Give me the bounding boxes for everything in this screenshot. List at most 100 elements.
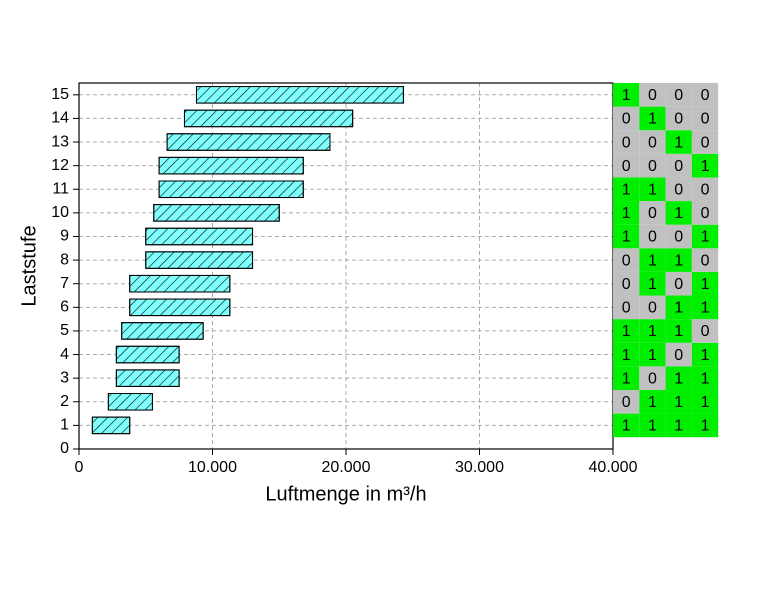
table-cell bbox=[613, 201, 640, 225]
table-value: 1 bbox=[701, 276, 710, 293]
table-value: 0 bbox=[648, 134, 657, 151]
table-value: 1 bbox=[648, 181, 657, 198]
table-cell bbox=[665, 295, 692, 320]
table-value: 1 bbox=[622, 87, 631, 104]
table-cell bbox=[613, 389, 640, 414]
table-value: 1 bbox=[701, 229, 710, 246]
bar-hatch bbox=[115, 369, 180, 387]
y-tick-label: 5 bbox=[60, 322, 69, 339]
y-tick-label: 4 bbox=[60, 346, 69, 363]
table-cell bbox=[691, 342, 719, 367]
table-value: 0 bbox=[622, 394, 631, 411]
table-value: 1 bbox=[648, 418, 657, 435]
x-axis-title: Luftmenge in m³/h bbox=[265, 483, 426, 505]
table-cell bbox=[613, 106, 640, 131]
table-cell bbox=[639, 389, 666, 414]
table-cell bbox=[665, 319, 692, 343]
y-tick-label: 3 bbox=[60, 369, 69, 386]
table-cell bbox=[639, 295, 666, 320]
table-cell bbox=[613, 248, 640, 272]
y-tick-label: 13 bbox=[51, 133, 69, 150]
bar-hatch bbox=[166, 133, 331, 151]
bar-hatch bbox=[121, 322, 204, 340]
table-value: 1 bbox=[648, 111, 657, 128]
table-cell bbox=[639, 224, 666, 249]
table-value: 1 bbox=[622, 347, 631, 364]
bar-hatch bbox=[91, 416, 131, 435]
table-value: 0 bbox=[701, 252, 710, 269]
table-value: 0 bbox=[701, 181, 710, 198]
table-value: 1 bbox=[622, 181, 631, 198]
table-value: 1 bbox=[674, 205, 683, 222]
table-value: 1 bbox=[648, 252, 657, 269]
table-cell bbox=[639, 413, 666, 438]
table-value: 1 bbox=[622, 205, 631, 222]
table-value: 0 bbox=[674, 181, 683, 198]
table-value: 1 bbox=[701, 370, 710, 387]
bar-hatch bbox=[145, 251, 254, 269]
table-value: 0 bbox=[648, 370, 657, 387]
x-tick-label: 0 bbox=[75, 459, 84, 476]
bar-hatch bbox=[129, 298, 231, 317]
table-value: 1 bbox=[622, 370, 631, 387]
table-cell bbox=[691, 130, 719, 154]
table-value: 1 bbox=[674, 300, 683, 317]
table-value: 0 bbox=[622, 300, 631, 317]
table-cell bbox=[665, 413, 692, 438]
bar-hatch bbox=[158, 156, 304, 175]
table-value: 1 bbox=[622, 323, 631, 340]
table-cell bbox=[639, 106, 666, 131]
table-value: 1 bbox=[701, 418, 710, 435]
table-value: 0 bbox=[648, 87, 657, 104]
table-value: 0 bbox=[622, 158, 631, 175]
table-value: 0 bbox=[622, 111, 631, 128]
table-cell bbox=[613, 83, 640, 107]
x-tick-label: 10.000 bbox=[188, 459, 237, 476]
y-tick-label: 14 bbox=[51, 110, 69, 127]
table-value: 1 bbox=[648, 276, 657, 293]
bar-hatch bbox=[115, 345, 180, 364]
table-value: 0 bbox=[648, 229, 657, 246]
y-tick-label: 12 bbox=[51, 157, 69, 174]
table-value: 0 bbox=[674, 347, 683, 364]
table-cell bbox=[639, 153, 666, 178]
x-tick-label: 40.000 bbox=[589, 459, 638, 476]
table-value: 0 bbox=[674, 87, 683, 104]
table-cell bbox=[665, 130, 692, 154]
table-value: 1 bbox=[648, 323, 657, 340]
table-cell bbox=[639, 130, 666, 154]
bar-hatch bbox=[153, 204, 280, 222]
bar-hatch bbox=[129, 274, 231, 293]
table-value: 0 bbox=[701, 134, 710, 151]
table-value: 0 bbox=[701, 111, 710, 128]
x-tick-label: 30.000 bbox=[455, 459, 504, 476]
table-value: 1 bbox=[648, 394, 657, 411]
table-cell bbox=[665, 271, 692, 296]
table-value: 0 bbox=[648, 158, 657, 175]
x-tick-label: 20.000 bbox=[322, 459, 371, 476]
y-tick-label: 8 bbox=[60, 251, 69, 268]
table-cell bbox=[691, 413, 719, 438]
table-cell bbox=[691, 248, 719, 272]
table-cell bbox=[639, 201, 666, 225]
table-value: 0 bbox=[674, 158, 683, 175]
table-value: 0 bbox=[622, 252, 631, 269]
bar-hatch bbox=[158, 180, 304, 199]
table-cell bbox=[665, 224, 692, 249]
table-cell bbox=[691, 153, 719, 178]
table-cell bbox=[613, 342, 640, 367]
table-cell bbox=[639, 319, 666, 343]
table-value: 0 bbox=[701, 205, 710, 222]
y-tick-label: 15 bbox=[51, 86, 69, 103]
table-value: 0 bbox=[648, 205, 657, 222]
table-cell bbox=[613, 224, 640, 249]
table-value: 1 bbox=[701, 158, 710, 175]
table-value: 1 bbox=[648, 347, 657, 364]
table-cell bbox=[691, 177, 719, 202]
table-value: 0 bbox=[701, 323, 710, 340]
table-cell bbox=[639, 177, 666, 202]
table-value: 1 bbox=[701, 347, 710, 364]
table-value: 1 bbox=[674, 134, 683, 151]
table-value: 1 bbox=[674, 418, 683, 435]
